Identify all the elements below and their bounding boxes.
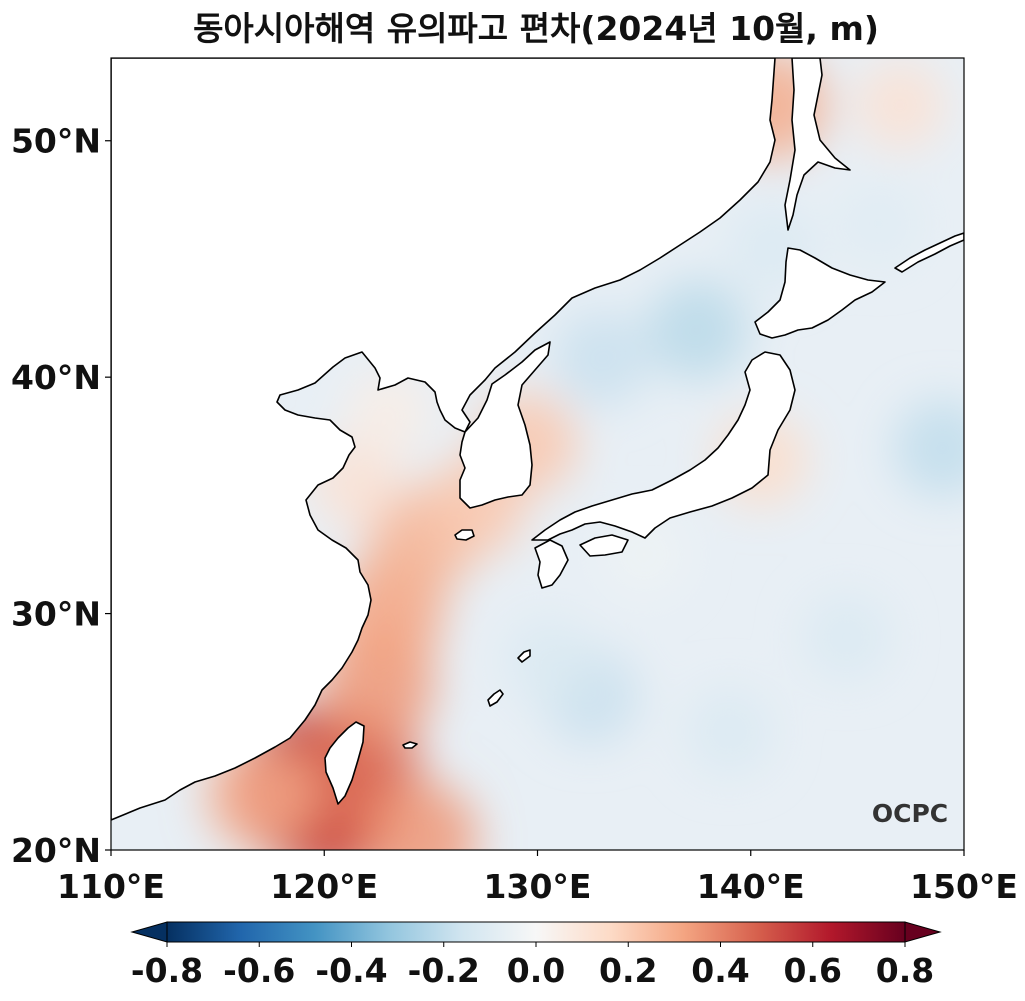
colorbar-extend-max xyxy=(904,921,942,943)
anomaly-point-16 xyxy=(647,279,748,380)
colorbar-tick-label: 0.2 xyxy=(599,951,657,990)
colorbar-tick-label: 0.4 xyxy=(691,951,749,990)
land-china xyxy=(111,58,776,821)
land-ryukyu-amami xyxy=(517,649,531,663)
ocpc-logo: OCPC xyxy=(872,799,948,828)
anomaly-point-20 xyxy=(503,616,593,706)
land-masses xyxy=(111,58,964,821)
colorbar-tick-label: -0.6 xyxy=(223,951,295,990)
colorbar-tick-label: 0.8 xyxy=(876,951,934,990)
axes: 110°E 120°E 130°E 140°E 150°E 20°N 30°N 40°N 50°… xyxy=(11,122,1018,906)
colorbar-extend-min xyxy=(130,921,168,943)
y-tick-label: 30°N xyxy=(11,595,101,634)
land-sakhalin xyxy=(784,58,851,231)
land-kyushu xyxy=(534,539,569,589)
chart-title: 동아시아해역 유의파고 편차(2024년 10월, m) xyxy=(193,9,879,48)
anomaly-point-12 xyxy=(346,371,430,454)
colorbar-tick-label: -0.8 xyxy=(131,951,203,990)
land-jeju xyxy=(454,529,475,541)
x-tick-label: 130°E xyxy=(484,867,592,906)
y-tick-label: 20°N xyxy=(11,831,101,870)
land-honshu xyxy=(531,351,796,541)
anomaly-point-25 xyxy=(603,514,685,595)
colorbar-tick-label: 0.0 xyxy=(507,951,565,990)
anomaly-point-23 xyxy=(893,399,964,498)
x-tick-label: 150°E xyxy=(910,867,1018,906)
land-hokkaido xyxy=(754,247,886,339)
colorbar-tick-label: 0.6 xyxy=(784,951,842,990)
colorbar: -0.8 -0.6 -0.4 -0.2 0.0 0.2 0.4 0.6 0.8 xyxy=(130,921,942,990)
anomaly-point-17 xyxy=(553,310,650,407)
y-tick-label: 40°N xyxy=(11,358,101,397)
x-tick-label: 120°E xyxy=(270,867,378,906)
land-ryukyu-yaeyama xyxy=(402,741,418,749)
land-shikoku xyxy=(579,534,629,557)
anomaly-point-15 xyxy=(855,60,945,150)
anomaly-point-21 xyxy=(684,687,775,777)
land-korea xyxy=(459,341,551,509)
colorbar-tick-label: -0.4 xyxy=(315,951,387,990)
map-plot-area xyxy=(111,58,964,850)
colorbar-ticks: -0.8 -0.6 -0.4 -0.2 0.0 0.2 0.4 0.6 0.8 xyxy=(131,942,934,990)
land-kuril-islands xyxy=(894,232,964,273)
land-taiwan xyxy=(324,721,365,805)
land-ryukyu-okinawa xyxy=(487,689,504,707)
anomaly-point-4 xyxy=(362,780,478,850)
x-tick-label: 110°E xyxy=(57,867,165,906)
y-tick-label: 50°N xyxy=(11,122,101,161)
colorbar-tick-label: -0.2 xyxy=(408,951,480,990)
x-tick-label: 140°E xyxy=(697,867,805,906)
anomaly-point-24 xyxy=(835,179,923,267)
colorbar-gradient xyxy=(166,921,906,943)
anomaly-point-22 xyxy=(802,592,892,682)
